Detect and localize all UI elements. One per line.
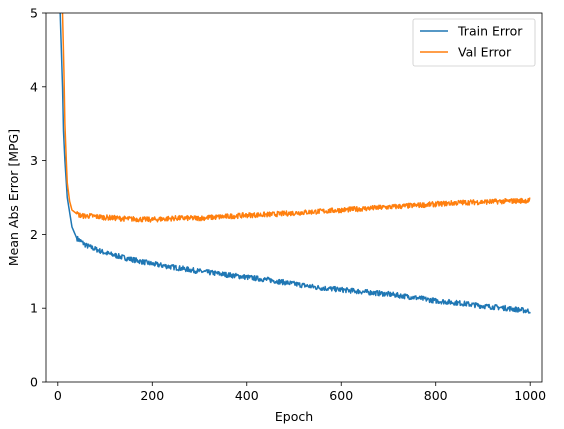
- x-tick-label: 1000: [514, 388, 546, 403]
- series-layer: [59, 12, 531, 314]
- y-tick-label: 0: [30, 375, 38, 390]
- y-tick-label: 2: [30, 227, 38, 242]
- x-tick-label: 600: [329, 388, 353, 403]
- series-line-val-error: [61, 12, 531, 223]
- x-tick-label: 200: [140, 388, 164, 403]
- x-tick-label: 800: [424, 388, 448, 403]
- y-tick-label: 5: [30, 6, 38, 21]
- legend-label-train-error: Train Error: [457, 24, 523, 39]
- y-tick-label: 4: [30, 79, 38, 94]
- y-tick-label: 3: [30, 153, 38, 168]
- x-tick-label: 0: [54, 388, 62, 403]
- plot-area: [46, 13, 542, 382]
- plot-frame: [45, 12, 543, 383]
- y-tick-label: 1: [30, 301, 38, 316]
- legend: Train Error Val Error: [412, 18, 536, 67]
- x-axis-label: Epoch: [275, 409, 313, 424]
- legend-label-val-error: Val Error: [458, 45, 512, 60]
- y-axis-label: Mean Abs Error [MPG]: [6, 129, 21, 266]
- series-line-train-error: [59, 12, 531, 314]
- y-axis-ticks: 0 1 2 3 4 5: [30, 6, 46, 390]
- x-axis-ticks: 0 200 400 600 800 1000: [54, 382, 546, 403]
- x-tick-label: 400: [235, 388, 259, 403]
